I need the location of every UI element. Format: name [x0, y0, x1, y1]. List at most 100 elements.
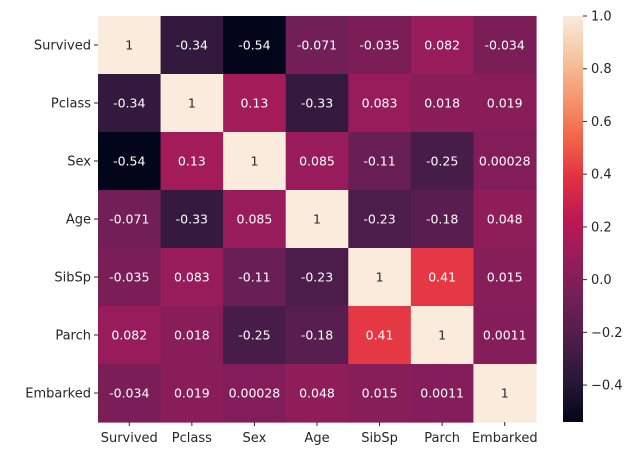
- heatmap-cell-parch-age: [285, 306, 349, 365]
- heatmap-cell-parch-sibsp: [348, 306, 412, 365]
- heatmap-cell-sex-sibsp: [348, 132, 412, 191]
- heatmap-cell-parch-sex: [223, 306, 287, 365]
- cell-annotation: -0.25: [426, 154, 458, 169]
- heatmap-annotations: 1 -0.34 -0.54 -0.071 -0.035 0.082 -0.034 -0.34 1…: [109, 38, 530, 401]
- heatmap-cell-survived-parch: [410, 16, 475, 75]
- cell-annotation: -0.54: [113, 154, 145, 169]
- cell-annotation: 0.00028: [229, 386, 281, 401]
- colorbar-tick-label: −0.4: [591, 379, 623, 394]
- heatmap-cell-survived-survived: [98, 16, 162, 75]
- cell-annotation: -0.54: [238, 38, 270, 53]
- colorbar-gradient: [563, 16, 583, 422]
- heatmap-cells: [98, 16, 537, 423]
- x-tick-label: Survived: [101, 431, 158, 446]
- heatmap-cell-embarked-parch: [410, 364, 475, 423]
- y-tick-label: SibSp: [54, 271, 91, 286]
- cell-annotation: -0.11: [363, 154, 395, 169]
- y-tick-label: Pclass: [51, 97, 91, 112]
- cell-annotation: 0.41: [428, 270, 456, 285]
- heatmap-cell-age-parch: [410, 190, 475, 249]
- heatmap-cell-sex-embarked: [473, 132, 537, 191]
- colorbar-tick-label: 0.8: [591, 62, 612, 77]
- cell-annotation: -0.18: [426, 212, 458, 227]
- heatmap-cell-pclass-sibsp: [348, 74, 412, 133]
- heatmap-cell-embarked-pclass: [160, 364, 224, 423]
- cell-annotation: 0.083: [362, 96, 398, 111]
- heatmap-cell-sibsp-pclass: [160, 248, 224, 307]
- y-tick-label: Age: [66, 213, 91, 228]
- heatmap-cell-sibsp-survived: [98, 248, 162, 307]
- heatmap-cell-age-sibsp: [348, 190, 412, 249]
- cell-annotation: 0.13: [240, 96, 268, 111]
- heatmap-cell-age-sex: [223, 190, 287, 249]
- cell-annotation: -0.25: [238, 328, 270, 343]
- cell-annotation: -0.33: [301, 96, 333, 111]
- colorbar-tick-label: 0.0: [591, 273, 612, 288]
- heatmap-cell-sibsp-sibsp: [348, 248, 412, 307]
- x-tick-label: Age: [304, 431, 329, 446]
- cell-annotation: 0.085: [237, 212, 273, 227]
- x-tick-label: Parch: [424, 431, 460, 446]
- cell-annotation: -0.34: [176, 38, 208, 53]
- cell-annotation: 0.018: [174, 328, 210, 343]
- y-tick-label: Survived: [34, 39, 91, 54]
- cell-annotation: -0.071: [109, 212, 149, 227]
- heatmap-cell-sibsp-age: [285, 248, 349, 307]
- heatmap-cell-sibsp-embarked: [473, 248, 537, 307]
- cell-annotation: 0.048: [487, 212, 523, 227]
- heatmap-cell-sex-pclass: [160, 132, 224, 191]
- heatmap-cell-embarked-sibsp: [348, 364, 412, 423]
- heatmap-cell-parch-parch: [410, 306, 475, 365]
- heatmap-cell-pclass-survived: [98, 74, 162, 133]
- cell-annotation: 0.015: [487, 270, 523, 285]
- heatmap-cell-survived-age: [285, 16, 349, 75]
- cell-annotation: 1: [125, 38, 133, 53]
- cell-annotation: 1: [438, 328, 446, 343]
- cell-annotation: -0.11: [238, 270, 270, 285]
- heatmap-cell-age-pclass: [160, 190, 224, 249]
- cell-annotation: 0.085: [299, 154, 335, 169]
- heatmap-cell-embarked-survived: [98, 364, 162, 423]
- x-tick-label: Pclass: [172, 431, 212, 446]
- heatmap-cell-age-survived: [98, 190, 162, 249]
- heatmap-cell-parch-pclass: [160, 306, 224, 365]
- heatmap-cell-pclass-sex: [223, 74, 287, 133]
- x-axis: Survived Pclass Sex Age SibSp Parch Embarked: [101, 422, 538, 446]
- cell-annotation: 1: [188, 96, 196, 111]
- cell-annotation: -0.035: [109, 270, 149, 285]
- x-tick-label: SibSp: [361, 431, 398, 446]
- heatmap-cell-sex-survived: [98, 132, 162, 191]
- cell-annotation: 0.015: [362, 386, 398, 401]
- cell-annotation: -0.034: [109, 386, 149, 401]
- cell-annotation: -0.23: [363, 212, 395, 227]
- cell-annotation: 0.019: [487, 96, 523, 111]
- heatmap-cell-age-embarked: [473, 190, 537, 249]
- colorbar-tick-label: 0.4: [591, 168, 612, 183]
- heatmap-cell-sex-sex: [223, 132, 287, 191]
- cell-annotation: -0.071: [297, 38, 337, 53]
- colorbar-tick-label: 0.6: [591, 115, 612, 130]
- colorbar-tick-label: 0.2: [591, 220, 612, 235]
- heatmap-cell-survived-sex: [223, 16, 287, 75]
- cell-annotation: 0.00028: [479, 154, 531, 169]
- x-tick-label: Sex: [243, 431, 267, 446]
- heatmap-cell-parch-embarked: [473, 306, 537, 365]
- cell-annotation: -0.035: [359, 38, 399, 53]
- heatmap-cell-survived-embarked: [473, 16, 537, 75]
- cell-annotation: -0.23: [301, 270, 333, 285]
- y-axis: Survived Pclass Sex Age SibSp Parch Embarked: [25, 39, 98, 402]
- x-tick-label: Embarked: [472, 431, 538, 446]
- heatmap-cell-sibsp-sex: [223, 248, 287, 307]
- cell-annotation: 0.13: [178, 154, 206, 169]
- colorbar: 1.0 0.8 0.6 0.4 0.2 0.0 −0.2 −0.4: [563, 10, 623, 422]
- heatmap-cell-pclass-parch: [410, 74, 475, 133]
- heatmap-cell-sex-parch: [410, 132, 475, 191]
- heatmap-cell-survived-pclass: [160, 16, 224, 75]
- cell-annotation: 1: [501, 386, 509, 401]
- colorbar-tick-label: −0.2: [591, 326, 623, 341]
- cell-annotation: 1: [376, 270, 384, 285]
- cell-annotation: 0.018: [424, 96, 460, 111]
- y-tick-label: Embarked: [25, 387, 91, 402]
- heatmap-cell-parch-survived: [98, 306, 162, 365]
